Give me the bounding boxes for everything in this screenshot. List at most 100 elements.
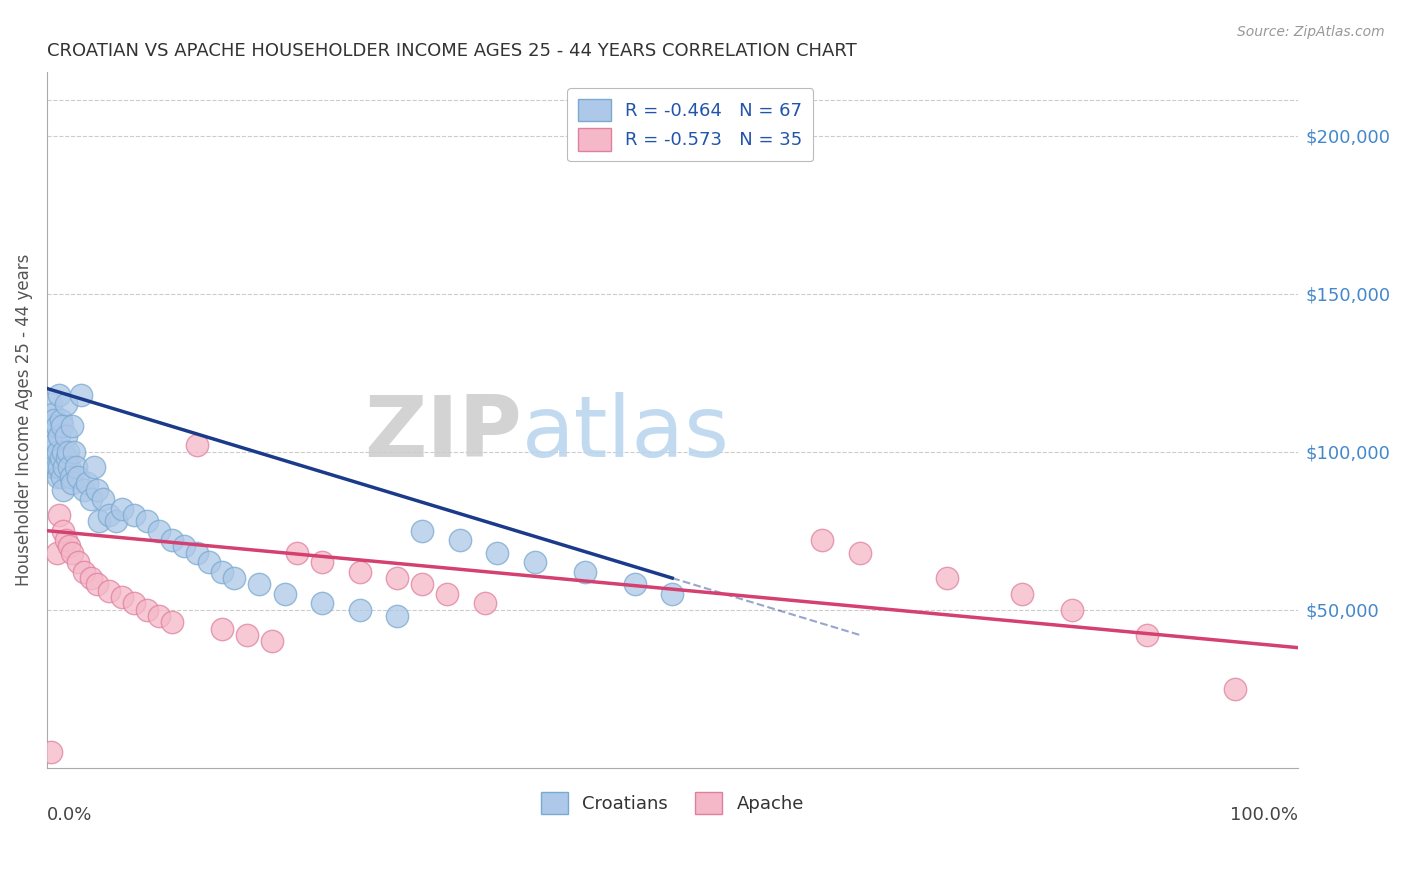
Point [160,615,183,630]
Point [67,555,90,569]
Point [49,413,72,427]
Point [86,577,108,591]
Point [236,628,259,642]
Text: atlas: atlas [522,392,730,475]
Text: 100.0%: 100.0% [1229,806,1298,824]
Point [41,419,63,434]
Point [55,397,77,411]
Point [48,429,70,443]
Point [260,634,283,648]
Point [249,577,271,591]
Point [60,419,83,434]
Point [104,514,127,528]
Point [623,577,645,591]
Point [49,450,72,465]
Text: Source: ZipAtlas.com: Source: ZipAtlas.com [1237,25,1385,39]
Point [79,491,101,506]
Text: ZIP: ZIP [364,392,522,475]
Point [56,444,79,458]
Point [45,460,67,475]
Point [148,609,170,624]
Point [44,460,66,475]
Point [436,587,458,601]
Point [285,546,308,560]
Point [936,571,959,585]
Point [111,590,134,604]
Point [55,533,77,548]
Point [45,419,67,434]
Point [55,429,77,443]
Point [523,555,546,569]
Point [661,587,683,601]
Point [1223,681,1246,696]
Point [186,546,208,560]
Point [224,571,246,585]
Point [52,483,75,497]
Point [83,460,105,475]
Point [574,565,596,579]
Text: 0.0%: 0.0% [46,806,93,824]
Point [111,501,134,516]
Point [89,514,111,528]
Point [59,470,82,484]
Point [411,577,433,591]
Point [48,508,70,522]
Point [124,596,146,610]
Point [56,450,79,465]
Point [41,460,63,475]
Point [52,444,75,458]
Point [98,583,121,598]
Point [411,524,433,538]
Point [42,407,65,421]
Point [39,429,62,443]
Point [1062,603,1084,617]
Y-axis label: Householder Income Ages 25 - 44 years: Householder Income Ages 25 - 44 years [15,254,32,586]
Point [160,533,183,548]
Point [211,565,233,579]
Text: CROATIAN VS APACHE HOUSEHOLDER INCOME AGES 25 - 44 YEARS CORRELATION CHART: CROATIAN VS APACHE HOUSEHOLDER INCOME AG… [46,42,856,60]
Point [1011,587,1033,601]
Point [52,524,75,538]
Point [136,514,159,528]
Point [60,546,83,560]
Point [58,540,80,554]
Point [385,609,408,624]
Point [186,438,208,452]
Point [58,460,80,475]
Point [69,388,91,402]
Point [148,524,170,538]
Point [124,508,146,522]
Point [53,460,76,475]
Point [349,603,371,617]
Point [45,546,67,560]
Point [385,571,408,585]
Point [63,444,86,458]
Point [67,470,90,484]
Point [98,508,121,522]
Point [48,388,70,402]
Point [42,450,65,465]
Point [86,483,108,497]
Point [51,419,73,434]
Point [811,533,834,548]
Point [45,435,67,450]
Point [474,596,496,610]
Point [44,413,66,427]
Point [311,596,333,610]
Point [65,460,87,475]
Point [486,546,509,560]
Legend: Croatians, Apache: Croatians, Apache [533,785,811,822]
Point [39,397,62,411]
Point [198,555,221,569]
Point [73,483,96,497]
Point [46,470,69,484]
Point [849,546,872,560]
Point [91,491,114,506]
Point [1136,628,1159,642]
Point [449,533,471,548]
Point [39,745,62,759]
Point [48,460,70,475]
Point [173,540,195,554]
Point [311,555,333,569]
Point [349,565,371,579]
